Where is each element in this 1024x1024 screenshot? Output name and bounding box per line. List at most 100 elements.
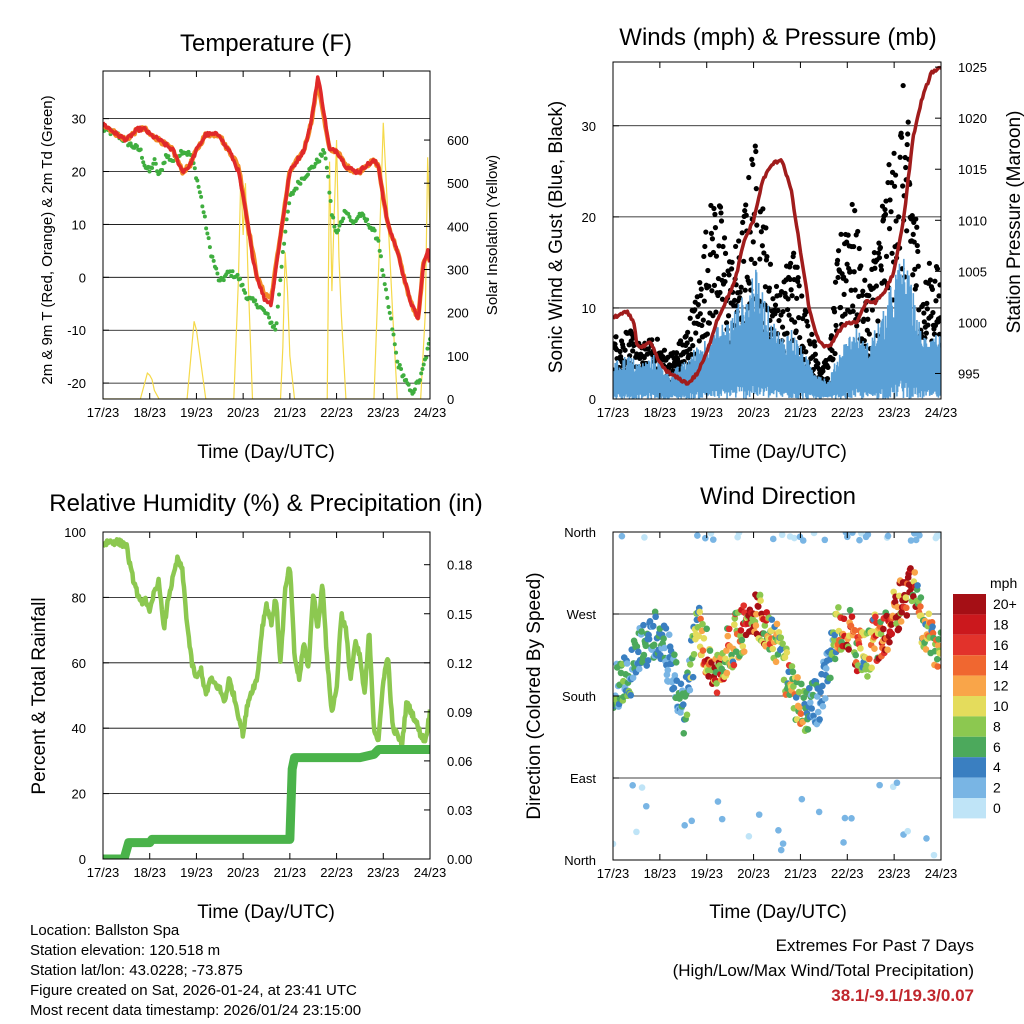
humidity-series	[103, 537, 430, 748]
gust-point	[886, 226, 893, 232]
direction-point	[904, 827, 912, 835]
dewpoint-point	[366, 222, 371, 227]
direction-point	[740, 648, 748, 655]
direction-point	[929, 623, 936, 630]
dewpoint-point	[272, 324, 277, 329]
dewpoint-point	[230, 269, 235, 274]
gust-point	[869, 307, 875, 313]
direction-point	[635, 665, 643, 673]
temperature-xtick-label: 18/23	[133, 405, 166, 420]
dewpoint-point	[269, 320, 274, 325]
gust-point	[936, 293, 941, 299]
humidity-xtick-label: 18/23	[133, 865, 166, 880]
gust-point	[841, 291, 847, 298]
direction-point	[724, 632, 732, 640]
winds-title: Winds (mph) & Pressure (mb)	[619, 24, 936, 51]
gust-point	[772, 302, 779, 308]
gust-point	[773, 283, 780, 290]
gust-point	[704, 331, 710, 337]
dewpoint-point	[412, 387, 417, 392]
gust-point	[710, 249, 717, 256]
direction-ytick-label: North	[564, 525, 596, 540]
gust-point	[800, 344, 806, 351]
temp-2m-series	[103, 75, 430, 321]
gust-point	[875, 250, 882, 256]
gust-point	[892, 172, 899, 178]
gust-point	[722, 278, 728, 285]
dewpoint-point	[319, 153, 324, 158]
gust-point	[788, 260, 794, 266]
dewpoint-point	[160, 168, 165, 173]
humidity-xtick-label: 20/23	[227, 865, 260, 880]
direction-point	[777, 634, 785, 641]
dewpoint-point	[419, 371, 424, 376]
gust-point	[797, 334, 803, 341]
temperature-y-ticks: -20 -10 0 10 20 30	[67, 112, 109, 391]
gust-point	[749, 156, 755, 162]
direction-point	[671, 651, 678, 658]
humidity-xtick-label: 17/23	[87, 865, 120, 880]
direction-point	[856, 536, 863, 544]
gust-point	[861, 316, 867, 322]
dewpoint-point	[332, 224, 337, 229]
gust-point	[753, 186, 759, 192]
precip-y2tick-label: 0.18	[447, 558, 472, 573]
direction-point	[662, 625, 670, 632]
dewpoint-point	[372, 228, 377, 233]
humidity-y-ticks: 0 20 40 60 80 100	[64, 525, 109, 867]
dewpoint-point	[139, 155, 144, 160]
dewpoint-point	[150, 165, 155, 170]
gust-point	[706, 320, 712, 326]
direction-point	[789, 668, 797, 676]
dewpoint-point	[202, 214, 207, 219]
direction-point	[695, 632, 703, 640]
gust-point	[915, 248, 921, 255]
gust-point	[701, 253, 707, 260]
extremes-subtitle: (High/Low/Max Wind/Total Precipitation)	[672, 961, 974, 980]
gust-point	[743, 212, 749, 218]
dewpoint-point	[399, 366, 404, 371]
gust-point	[687, 315, 693, 321]
gust-point	[914, 224, 920, 230]
gust-point	[673, 350, 680, 356]
gust-point	[792, 319, 798, 325]
dewpoint-point	[381, 273, 386, 278]
humidity-xtick-label: 19/23	[180, 865, 213, 880]
direction-ytick-label: North	[564, 853, 596, 868]
gust-point	[872, 265, 878, 271]
dewpoint-point	[378, 254, 383, 259]
dewpoint-point	[205, 231, 210, 236]
dewpoint-point	[324, 165, 329, 170]
dewpoint-point	[278, 278, 283, 283]
gust-point	[904, 141, 910, 148]
gust-point	[713, 253, 720, 259]
dewpoint-point	[426, 341, 430, 346]
direction-point	[929, 629, 937, 637]
dewpoint-point	[417, 378, 422, 383]
gust-point	[739, 230, 745, 236]
gust-point	[761, 250, 767, 256]
gust-point	[843, 278, 849, 284]
direction-point	[910, 532, 918, 537]
precip-y2tick-label: 0.12	[447, 656, 472, 671]
legend-swatch	[953, 716, 986, 737]
gust-point	[740, 219, 746, 226]
precip-y2tick-label: 0.06	[447, 754, 472, 769]
dewpoint-point	[243, 290, 248, 295]
direction-point	[651, 608, 659, 616]
dewpoint-point	[322, 150, 327, 155]
gust-point	[779, 324, 786, 330]
dewpoint-point	[238, 276, 243, 281]
dewpoint-point	[253, 298, 258, 303]
legend-label: 6	[993, 739, 1001, 755]
direction-point	[633, 643, 641, 650]
created-text: Figure created on Sat, 2026-01-24, at 23…	[30, 982, 357, 999]
direction-point	[706, 647, 714, 654]
direction-xtick-label: 23/23	[878, 866, 911, 881]
winds-xtick-label: 24/23	[925, 405, 958, 420]
gust-point	[856, 245, 862, 252]
dewpoint-point	[195, 178, 200, 183]
gust-point	[722, 250, 729, 256]
gust-point	[695, 302, 701, 308]
station-info: Location: Ballston Spa Station elevation…	[30, 921, 361, 1021]
